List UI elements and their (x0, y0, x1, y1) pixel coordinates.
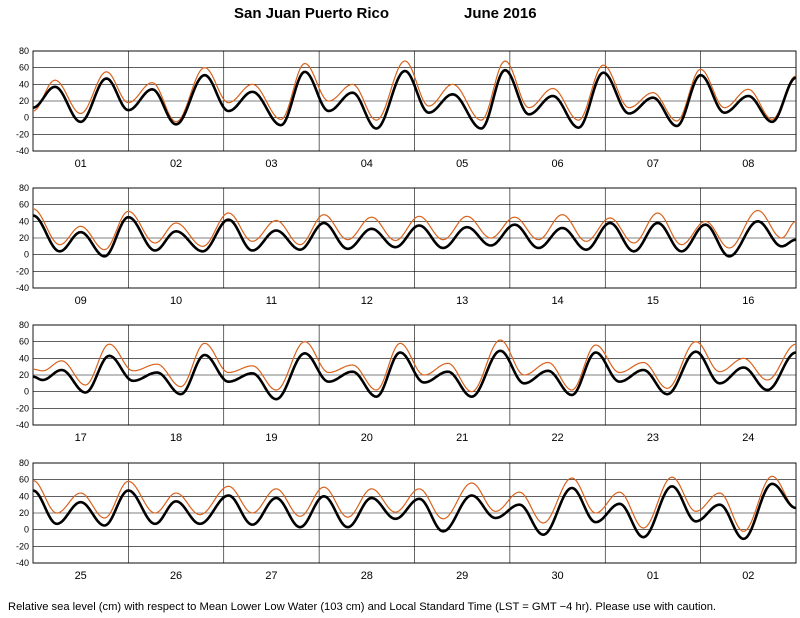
day-label: 07 (647, 158, 659, 170)
y-tick-label: -40 (16, 420, 29, 430)
panel-frame (32, 462, 797, 564)
y-tick-label: -20 (16, 129, 29, 139)
day-label: 12 (361, 295, 373, 307)
day-label: 06 (551, 158, 563, 170)
chart-caption: Relative sea level (cm) with respect to … (8, 601, 717, 613)
y-tick-label: 60 (19, 337, 29, 347)
y-tick-label: 20 (19, 96, 29, 106)
y-tick-label: -20 (16, 541, 29, 551)
day-label: 24 (742, 432, 754, 444)
day-label: 13 (456, 295, 468, 307)
y-tick-label: 60 (19, 475, 29, 485)
day-label: 20 (361, 432, 373, 444)
day-label: 22 (551, 432, 563, 444)
predicted-tide-line (33, 208, 796, 251)
y-tick-label: -40 (16, 558, 29, 568)
day-label: 17 (75, 432, 87, 444)
day-label: 28 (361, 570, 373, 582)
y-tick-label: 40 (19, 79, 29, 89)
y-tick-label: 0 (24, 525, 29, 535)
y-tick-label: -40 (16, 283, 29, 293)
day-label: 10 (170, 295, 182, 307)
day-label: 02 (170, 158, 182, 170)
y-tick-label: 60 (19, 63, 29, 73)
day-label: 25 (75, 570, 87, 582)
day-label: 11 (266, 295, 277, 307)
predicted-tide-line (33, 60, 796, 123)
day-label: 03 (265, 158, 277, 170)
y-tick-label: 20 (19, 233, 29, 243)
y-tick-label: 80 (19, 46, 29, 56)
y-tick-label: 40 (19, 216, 29, 226)
y-tick-label: -40 (16, 146, 29, 156)
day-label: 23 (647, 432, 659, 444)
day-label: 19 (265, 432, 277, 444)
day-label: 09 (75, 295, 87, 307)
y-tick-label: 0 (24, 250, 29, 260)
day-label: 30 (551, 570, 563, 582)
day-label: 29 (456, 570, 468, 582)
chart-title-period: June 2016 (464, 5, 537, 22)
y-tick-label: 0 (24, 387, 29, 397)
day-label: 01 (75, 158, 87, 170)
y-tick-label: -20 (16, 266, 29, 276)
day-label: 01 (647, 570, 659, 582)
day-label: 04 (361, 158, 373, 170)
day-label: 14 (551, 295, 563, 307)
panel-frame (32, 50, 797, 152)
y-tick-label: 20 (19, 370, 29, 380)
observed-tide-line (33, 68, 796, 130)
y-tick-label: 80 (19, 320, 29, 330)
panel-frame (32, 324, 797, 426)
y-tick-label: 20 (19, 508, 29, 518)
chart-title-station: San Juan Puerto Rico (234, 5, 390, 22)
y-tick-label: 0 (24, 113, 29, 123)
day-label: 16 (742, 295, 754, 307)
y-tick-label: -20 (16, 403, 29, 413)
y-tick-label: 60 (19, 200, 29, 210)
observed-tide-line (33, 214, 796, 258)
predicted-tide-line (33, 339, 796, 393)
day-label: 26 (170, 570, 182, 582)
day-label: 27 (265, 570, 277, 582)
observed-tide-line (33, 349, 796, 401)
y-tick-label: 80 (19, 458, 29, 468)
day-label: 21 (456, 432, 468, 444)
predicted-tide-line (33, 475, 796, 532)
observed-tide-line (33, 482, 796, 541)
day-label: 08 (742, 158, 754, 170)
day-label: 05 (456, 158, 468, 170)
day-label: 02 (742, 570, 754, 582)
day-label: 15 (647, 295, 659, 307)
day-label: 18 (170, 432, 182, 444)
panel-frame (32, 187, 797, 289)
y-tick-label: 40 (19, 491, 29, 501)
y-tick-label: 80 (19, 183, 29, 193)
y-tick-label: 40 (19, 353, 29, 363)
